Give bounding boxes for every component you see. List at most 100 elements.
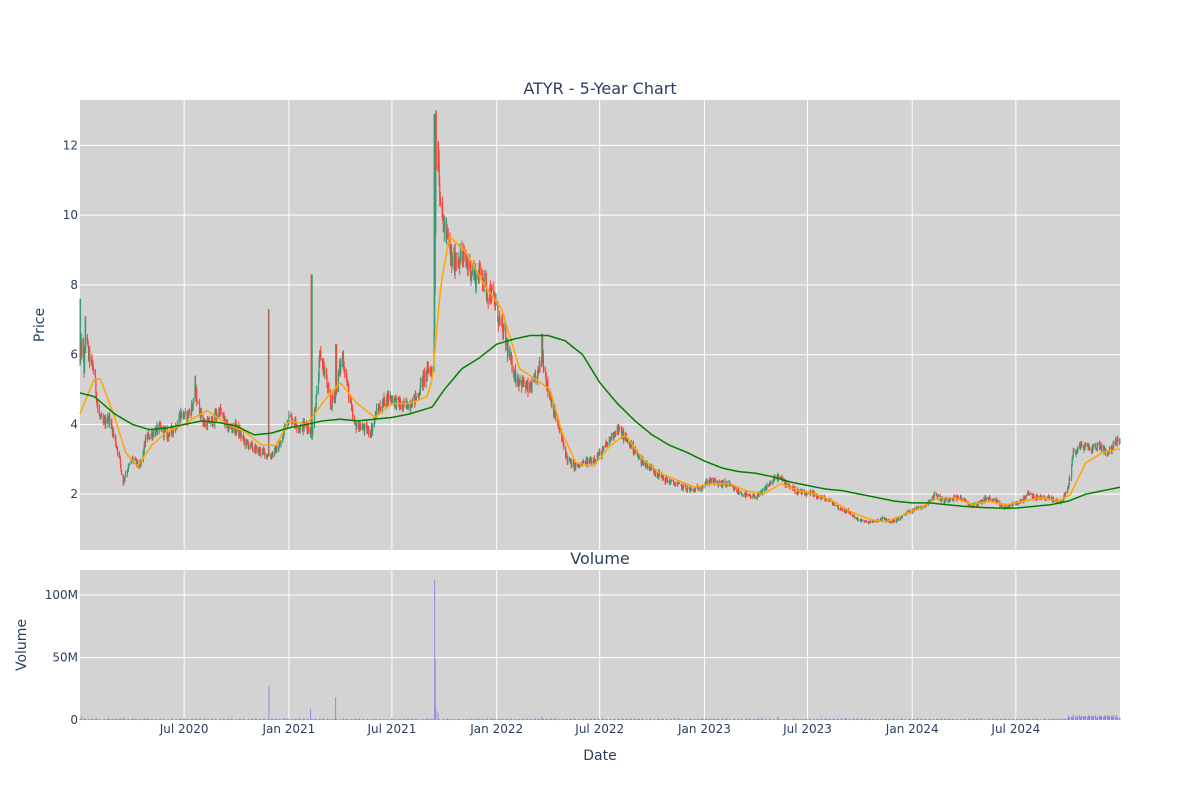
volume-bar <box>1015 719 1017 720</box>
candle-body <box>503 327 505 329</box>
candle-body <box>361 427 363 430</box>
volume-bar <box>917 719 919 720</box>
volume-bar <box>104 719 106 720</box>
volume-bar <box>350 719 352 720</box>
candle-body <box>637 454 639 457</box>
volume-bar <box>903 718 905 720</box>
volume-bar <box>952 718 954 720</box>
volume-bar <box>809 719 811 720</box>
volume-bar <box>447 718 449 720</box>
volume-bar <box>143 718 145 720</box>
volume-bar <box>769 718 771 720</box>
candle-body <box>1098 442 1101 448</box>
candle-body <box>1036 495 1038 500</box>
volume-bar <box>845 718 847 720</box>
volume-bar <box>680 718 682 720</box>
volume-bar <box>570 718 572 720</box>
volume-bar <box>768 718 770 720</box>
candle-body <box>307 425 309 430</box>
volume-bar <box>1105 715 1107 720</box>
candle-body <box>172 430 174 435</box>
volume-bar <box>110 718 112 720</box>
volume-bar <box>948 719 950 720</box>
candle-body <box>342 356 344 357</box>
volume-bar <box>526 719 528 721</box>
volume-bar <box>698 718 700 720</box>
candle-body <box>1017 503 1019 505</box>
volume-bar <box>284 718 286 720</box>
volume-bar <box>98 718 100 720</box>
candle-body <box>773 476 776 481</box>
volume-bar <box>820 718 822 720</box>
candle-body <box>545 371 547 376</box>
volume-bar <box>426 719 428 720</box>
volume-bar <box>360 719 362 720</box>
candle-body <box>105 418 107 426</box>
volume-bar <box>1114 718 1116 720</box>
volume-bar <box>171 718 173 720</box>
candle-body <box>394 398 396 405</box>
candle-body <box>356 426 358 430</box>
candle-body <box>556 418 559 422</box>
volume-bar <box>880 719 882 720</box>
volume-bar <box>473 719 475 720</box>
candle-body <box>167 432 169 439</box>
volume-bar <box>1056 719 1058 720</box>
volume-bar <box>840 719 842 721</box>
volume-bar <box>877 719 879 720</box>
volume-bar <box>107 718 109 720</box>
volume-bar <box>957 719 959 720</box>
candle-body <box>143 443 145 452</box>
volume-bar <box>991 718 993 720</box>
candle-body <box>838 508 840 510</box>
candle-body <box>118 453 120 456</box>
candle-body <box>85 337 87 346</box>
volume-bar <box>1099 715 1101 720</box>
volume-bar <box>949 718 951 720</box>
volume-bar <box>374 719 376 720</box>
candle-body <box>665 477 667 483</box>
volume-bar <box>681 718 683 720</box>
candle-body <box>1028 494 1031 496</box>
volume-bar <box>144 718 146 720</box>
volume-bar <box>660 719 662 720</box>
candle-body <box>637 456 640 458</box>
volume-bar <box>881 719 883 720</box>
volume-bar <box>834 718 836 720</box>
volume-bar <box>461 719 463 720</box>
volume-bar <box>677 719 679 720</box>
volume-bar <box>531 719 533 720</box>
volume-bar <box>701 719 703 720</box>
candle-body <box>1063 497 1065 502</box>
candle-body <box>599 451 601 453</box>
candle-body <box>461 251 463 260</box>
volume-bar <box>776 719 778 720</box>
volume-bar <box>1100 715 1102 720</box>
candle-body <box>459 251 461 264</box>
candle-body <box>1024 497 1026 499</box>
volume-bar <box>919 719 921 720</box>
candle-body <box>605 443 608 445</box>
volume-bar <box>953 719 955 720</box>
volume-bar <box>949 719 951 720</box>
volume-bar <box>643 718 645 720</box>
candle-body <box>542 357 544 369</box>
volume-bar <box>399 718 401 720</box>
candle-body <box>90 358 92 363</box>
candle-body <box>1072 448 1074 456</box>
volume-bar <box>503 719 505 720</box>
candle-body <box>781 477 783 481</box>
volume-bar <box>135 718 137 720</box>
volume-bar <box>956 718 958 720</box>
volume-bar <box>955 719 957 720</box>
x-tick-label: Jan 2022 <box>469 722 523 736</box>
candle-body <box>813 492 815 494</box>
candle-body <box>952 499 954 500</box>
volume-bar <box>649 719 651 721</box>
volume-bar <box>384 719 386 720</box>
candle-body <box>513 376 515 378</box>
candle-body <box>714 479 716 482</box>
volume-bar <box>883 718 885 720</box>
candle-body <box>338 372 340 374</box>
volume-bar <box>661 719 663 720</box>
